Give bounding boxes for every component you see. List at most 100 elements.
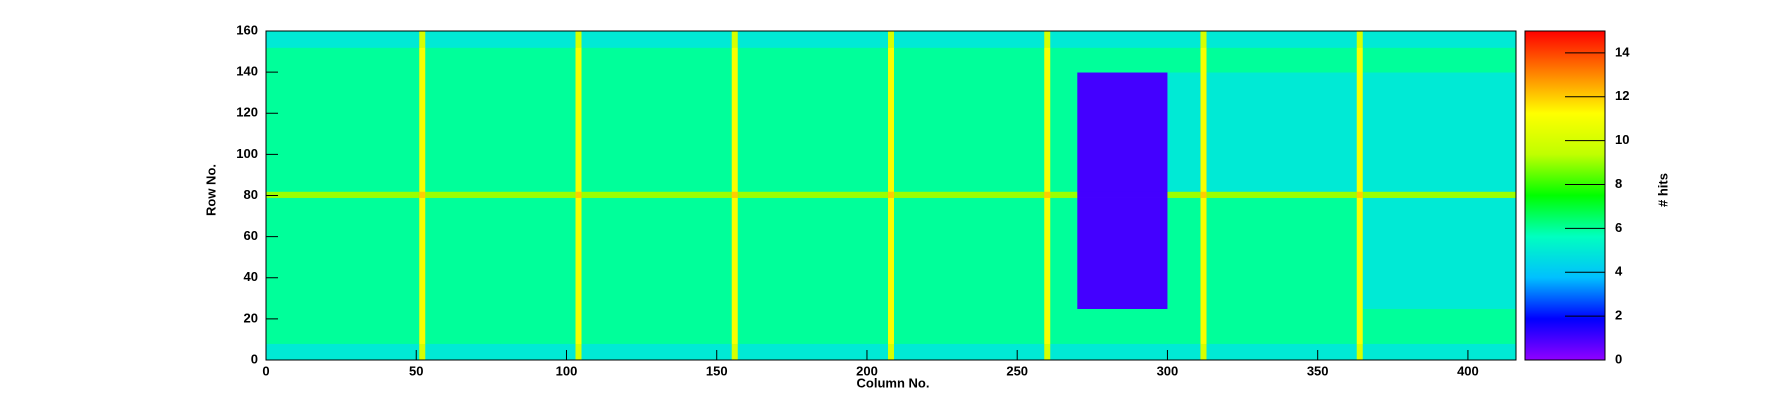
heatmap-cell [887,31,895,48]
z-tick-label: 12 [1615,88,1629,103]
heatmap-cell [1362,343,1439,361]
heatmap-cell [737,31,814,48]
y-tick-label: 120 [236,105,258,120]
heatmap-cell [1167,343,1201,361]
y-tick-label: 160 [236,22,258,37]
heatmap-cell [1362,308,1439,344]
heatmap-cell [1077,191,1168,198]
heatmap-cell [1206,197,1283,309]
heatmap-cell [1437,47,1517,73]
heatmap-cell [1044,308,1051,344]
heatmap-cell [575,308,582,344]
heatmap-cell [500,72,576,192]
heatmap-cell [266,197,345,309]
heatmap-cell [581,47,658,73]
heatmap-cell [500,31,576,48]
heatmap-cell [500,343,576,361]
heatmap-cell [969,308,1045,344]
heatmap-cell [1281,197,1358,309]
heatmap-cell [425,191,501,198]
y-tick-label: 20 [244,310,258,325]
heatmap-cell [425,72,501,192]
heatmap-cell [737,72,814,192]
heatmap-cell [1167,31,1201,48]
heatmap-cell [894,72,970,192]
heatmap-cell [1200,308,1207,344]
x-tick-label: 250 [1006,363,1028,378]
heatmap-cell [812,191,889,198]
z-tick-label: 8 [1615,176,1622,191]
heatmap-cell [500,197,576,309]
heatmap-cell [731,191,739,198]
y-tick-label: 100 [236,146,258,161]
heatmap-cell [1050,308,1078,344]
heatmap-cell [1206,72,1283,192]
z-tick-label: 4 [1615,264,1623,279]
heatmap-cell [425,47,501,73]
y-tick-label: 140 [236,64,258,79]
heatmap-cell [1167,308,1201,344]
heatmap-cell [1356,343,1364,361]
heatmap-cell [656,72,733,192]
heatmap-cell [969,191,1045,198]
heatmap-cell [1044,191,1051,198]
heatmap-cell [1167,197,1201,309]
x-tick-label: 150 [706,363,728,378]
heatmap-cell [731,47,739,73]
heatmap-cell [894,343,970,361]
z-tick-label: 2 [1615,308,1622,323]
heatmap-cell [575,31,582,48]
heatmap-cell [1200,47,1207,73]
heatmap-cell [969,31,1045,48]
heatmap-cell [1437,72,1517,192]
heatmap-cell [969,72,1045,192]
heatmap-cell [656,343,733,361]
y-axis-title: Row No. [203,164,218,216]
x-tick-label: 0 [262,363,269,378]
heatmap-cell [1356,191,1364,198]
heatmap-cell [656,197,733,309]
heatmap-cell [1281,343,1358,361]
heatmap-cell [581,72,658,192]
heatmap-cell [1050,191,1078,198]
heatmap-cell [266,308,345,344]
heatmap-cell [737,47,814,73]
heatmap-cell [344,31,420,48]
heatmap-cell [737,197,814,309]
heatmap-cell [425,31,501,48]
heatmap-cell [575,343,582,361]
heatmap-cell [266,72,345,192]
heatmap-cell [1356,47,1364,73]
heatmap-cell [656,47,733,73]
x-tick-label: 300 [1157,363,1179,378]
heatmap-cell [894,31,970,48]
heatmap-cell [500,308,576,344]
heatmap-cell [656,308,733,344]
heatmap-cell [1356,72,1364,192]
heatmap-cell [969,47,1045,73]
heatmap-cell [575,197,582,309]
heatmap-cell [731,31,739,48]
heatmap-cell [887,308,895,344]
heatmap-cell [812,47,889,73]
heatmap-cell [1050,31,1078,48]
heatmap-cell [419,308,426,344]
heatmap-cell [581,197,658,309]
heatmap-cell [1044,197,1051,309]
heatmap-cell [812,31,889,48]
heatmap-cell [419,191,426,198]
x-tick-label: 50 [409,363,423,378]
heatmap-cell [1206,191,1283,198]
heatmap-cell [887,72,895,192]
heatmap-cell [575,191,582,198]
heatmap-cell [1281,191,1358,198]
heatmap-cell [812,72,889,192]
heatmap-cell [1437,197,1517,309]
heatmap-cell [737,343,814,361]
heatmap-cell [1281,308,1358,344]
z-tick-label: 6 [1615,220,1622,235]
heatmap-cell [1167,72,1201,192]
x-tick-label: 100 [556,363,578,378]
heatmap-cell [887,191,895,198]
